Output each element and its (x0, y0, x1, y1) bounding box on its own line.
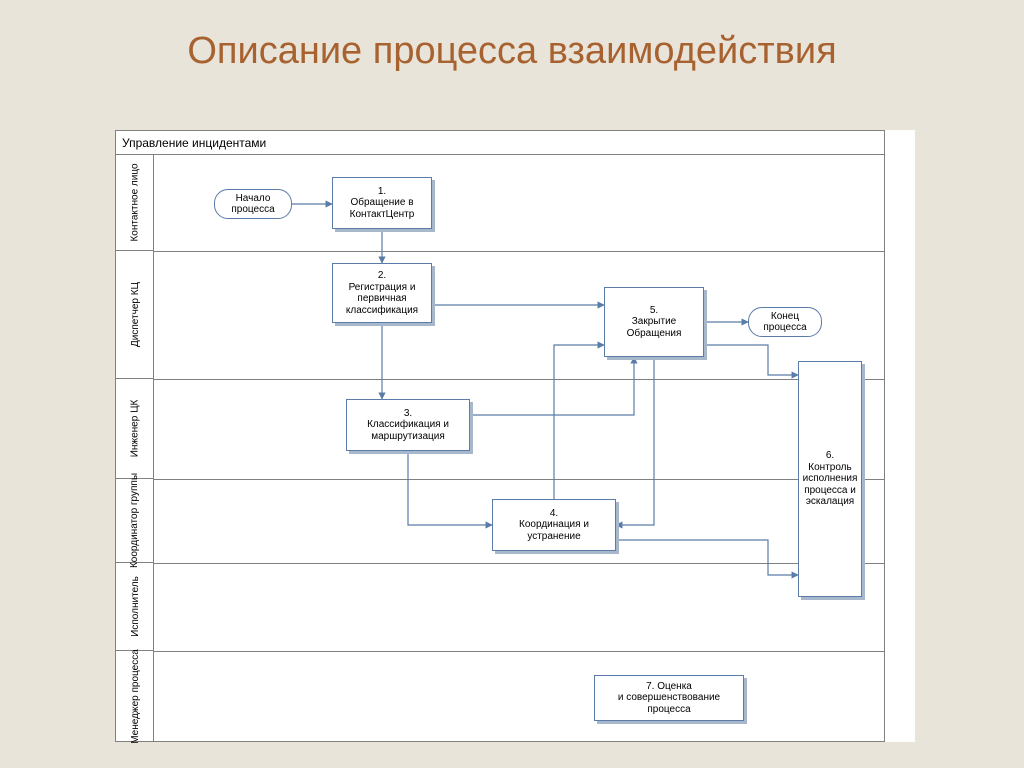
edges-layer (154, 155, 884, 741)
lane-label: Исполнитель (116, 563, 154, 651)
lane-label-text: Менеджер процесса (130, 649, 141, 744)
edge (408, 451, 492, 525)
lane-label-text: Инженер ЦК (130, 400, 141, 458)
edge (470, 357, 634, 415)
edge (616, 540, 798, 575)
terminator-node: Конец процесса (748, 307, 822, 337)
process-node: 3. Классификация и маршрутизация (346, 399, 470, 451)
lane-label-text: Диспетчер КЦ (130, 282, 141, 347)
process-node: 1. Обращение в КонтактЦентр (332, 177, 432, 229)
lane-label-text: Координатор группы (130, 473, 141, 568)
lane-label: Контактное лицо (116, 155, 154, 251)
edge (616, 357, 654, 525)
lane-label: Инженер ЦК (116, 379, 154, 479)
lane-label-column: Контактное лицо Диспетчер КЦ Инженер ЦК Коо… (116, 155, 154, 741)
slide-title: Описание процесса взаимодействия (0, 30, 1024, 74)
lane-label: Менеджер процесса (116, 651, 154, 741)
terminator-node: Начало процесса (214, 189, 292, 219)
edge (704, 345, 798, 375)
diagram-container: Управление инцидентами Контактное лицо Ди… (115, 130, 915, 742)
process-node: 2. Регистрация и первичная классификация (332, 263, 432, 323)
process-node: 4. Координация и устранение (492, 499, 616, 551)
diagram-canvas: Начало процесса 1. Обращение в КонтактЦен… (154, 155, 884, 741)
slide: Описание процесса взаимодействия Управле… (0, 0, 1024, 768)
diagram-header: Управление инцидентами (116, 131, 884, 155)
edge (554, 345, 604, 499)
process-node: 6. Контроль исполнения процесса и эскала… (798, 361, 862, 597)
lane-label-text: Исполнитель (130, 576, 141, 637)
lane-label: Координатор группы (116, 479, 154, 563)
process-node: 5. Закрытие Обращения (604, 287, 704, 357)
diagram-frame: Управление инцидентами Контактное лицо Ди… (115, 130, 885, 742)
lane-label-text: Контактное лицо (130, 163, 141, 241)
lane-label: Диспетчер КЦ (116, 251, 154, 379)
process-node: 7. Оценка и совершенствование процесса (594, 675, 744, 721)
